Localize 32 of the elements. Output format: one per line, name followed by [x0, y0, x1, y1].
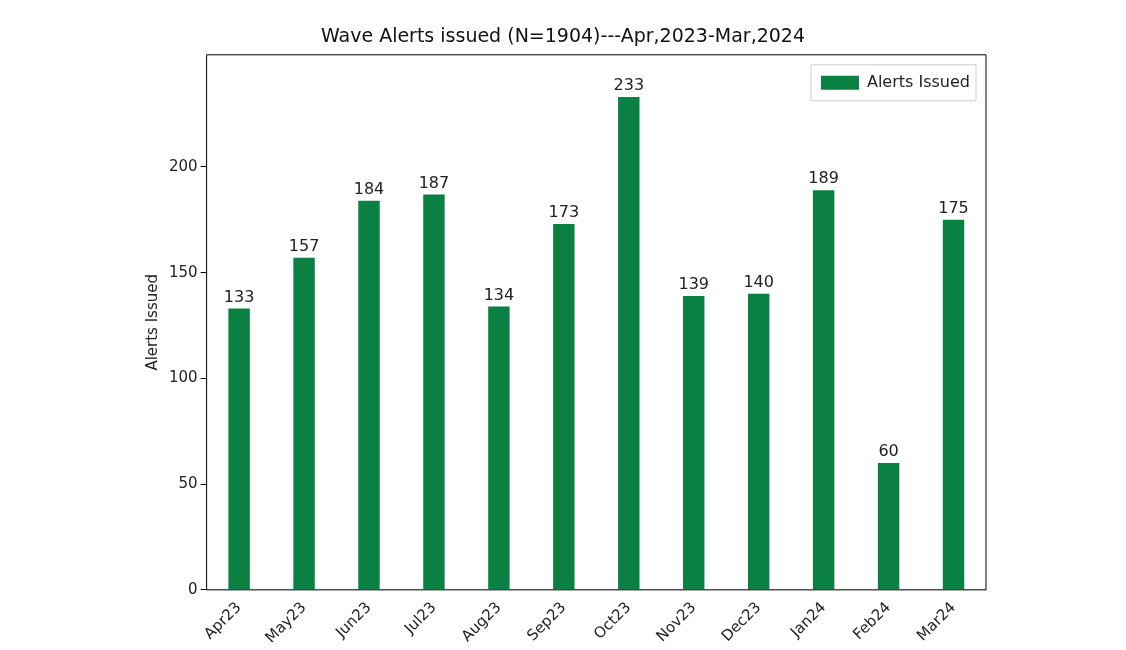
y-tick-label: 50: [178, 474, 198, 492]
y-tick-label: 0: [188, 579, 198, 598]
data-label: 233: [613, 75, 645, 95]
bar: [877, 462, 900, 590]
chart-title: Wave Alerts issued (N=1904)---Apr,2023-Mar,2024: [320, 24, 806, 47]
bar: [812, 190, 835, 590]
legend-label: Alerts Issued: [866, 71, 971, 91]
bar: [942, 219, 965, 590]
bar: [553, 223, 575, 590]
y-axis-title: Alerts Issued: [142, 274, 161, 371]
bar: [488, 306, 510, 590]
y-tick-label: 100: [168, 368, 198, 387]
data-label: 175: [938, 197, 969, 217]
bar: [423, 194, 445, 590]
bar: [683, 295, 705, 590]
y-tick-label: 150: [168, 262, 198, 281]
y-tick-label: 200: [168, 156, 198, 175]
data-label: 189: [808, 168, 839, 188]
data-label: 133: [223, 286, 255, 306]
data-label: 140: [743, 271, 774, 291]
data-label: 184: [353, 178, 385, 198]
bar: [228, 308, 250, 590]
data-label: 157: [288, 235, 320, 255]
data-label: 60: [878, 441, 899, 461]
data-label: 187: [418, 172, 450, 192]
bar: [618, 97, 640, 590]
bar: [293, 257, 315, 590]
bar: [747, 293, 770, 590]
bar: [358, 200, 380, 590]
data-label: 134: [483, 284, 515, 304]
data-label: 139: [678, 274, 710, 294]
data-label: 173: [548, 202, 580, 222]
